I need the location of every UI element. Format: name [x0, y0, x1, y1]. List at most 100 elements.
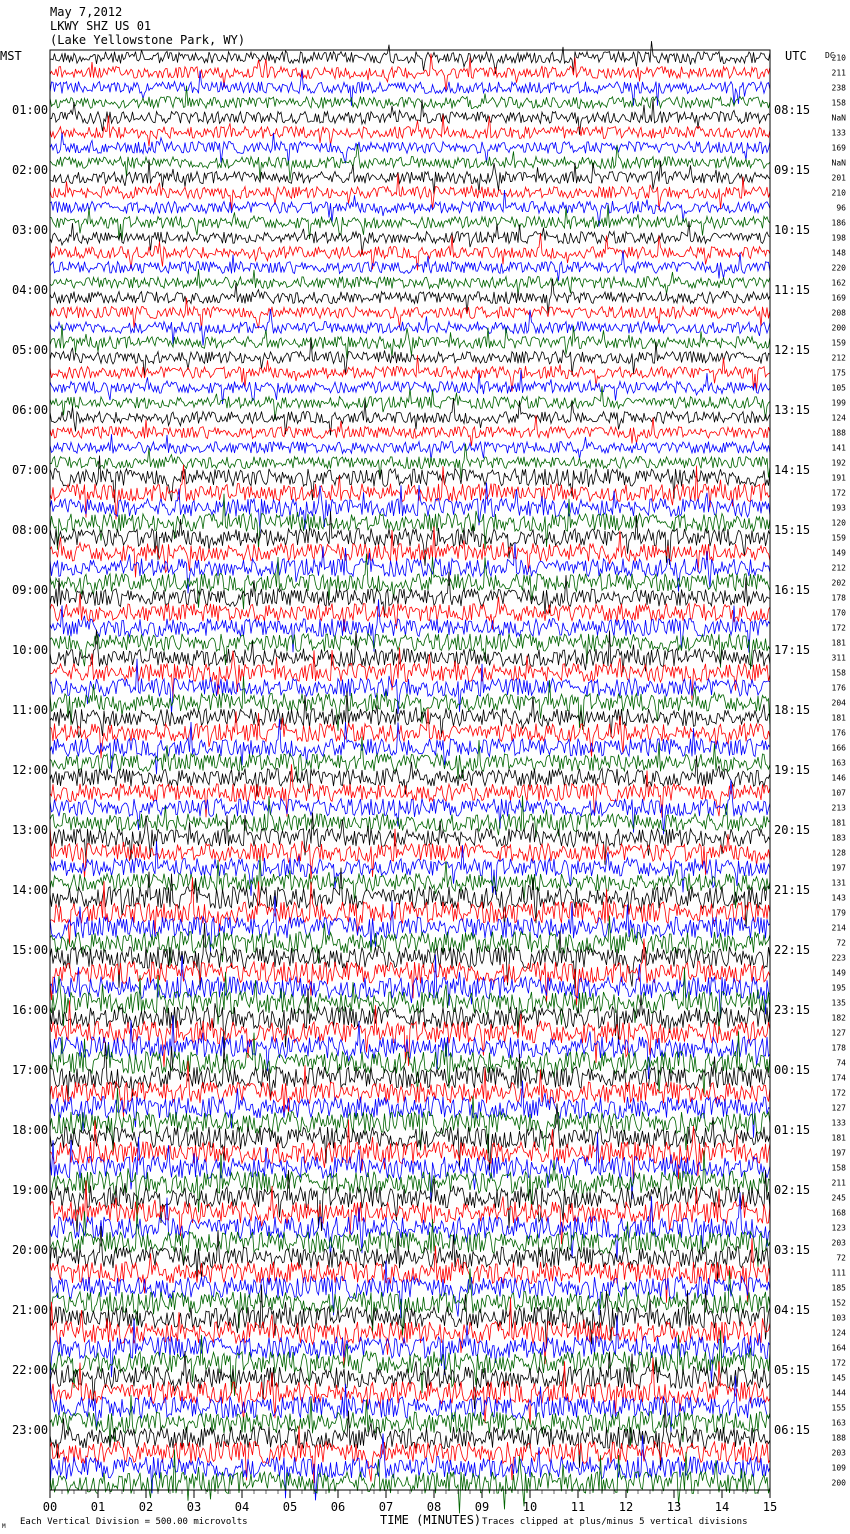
dc-offset-value: 172 — [832, 1359, 847, 1368]
dc-offset-value: 169 — [832, 294, 847, 303]
dc-offset-value: 127 — [832, 1104, 847, 1113]
trace-row — [49, 877, 771, 946]
utc-label: UTC — [785, 49, 807, 63]
x-axis-title: TIME (MINUTES) — [380, 1513, 481, 1527]
trace-row — [49, 1297, 771, 1366]
utc-hour-label: 20:15 — [774, 823, 810, 837]
dc-offset-value: 124 — [832, 414, 847, 423]
trace-row — [49, 736, 771, 783]
utc-hour-label: 14:15 — [774, 463, 810, 477]
trace-row — [49, 1402, 771, 1468]
trace-row — [49, 493, 771, 550]
dc-offset-value: 210 — [832, 189, 847, 198]
dc-offset-value: 183 — [832, 834, 847, 843]
trace-row — [49, 571, 771, 618]
trace-row — [49, 543, 771, 594]
dc-offset-value: NaN — [832, 114, 847, 123]
dc-offset-value: 72 — [836, 939, 846, 948]
utc-hour-label: 02:15 — [774, 1183, 810, 1197]
mst-hour-label: 18:00 — [12, 1123, 48, 1137]
x-tick-label: 03 — [187, 1500, 201, 1514]
trace-row — [49, 676, 771, 731]
dc-offset-value: 181 — [832, 1134, 847, 1143]
trace-row — [49, 482, 771, 533]
dc-offset-value: 152 — [832, 1299, 847, 1308]
dc-offset-value: 172 — [832, 624, 847, 633]
utc-hour-label: 12:15 — [774, 343, 810, 357]
trace-row — [49, 553, 771, 610]
dc-offset-value: 175 — [832, 369, 847, 378]
dc-offset-value: 210 — [832, 54, 847, 63]
trace-row — [49, 1350, 771, 1410]
trace-row — [49, 443, 771, 480]
trace-row — [49, 1132, 771, 1201]
dc-offset-value: 212 — [832, 564, 847, 573]
vertical-division-note: Each Vertical Division = 500.00 microvol… — [20, 1517, 248, 1527]
trace-row — [49, 779, 771, 835]
dc-offset-value: 181 — [832, 639, 847, 648]
trace-row — [49, 599, 771, 653]
dc-offset-value: 163 — [832, 1419, 847, 1428]
trace-row — [49, 250, 771, 281]
x-tick-label: 12 — [619, 1500, 633, 1514]
trace-row — [49, 795, 771, 838]
trace-row — [49, 308, 771, 346]
trace-row — [49, 1103, 771, 1171]
dc-offset-value: 193 — [832, 504, 847, 513]
dc-offset-value: 111 — [832, 1269, 847, 1278]
dc-offset-value: 164 — [832, 1344, 847, 1353]
trace-row — [49, 856, 771, 909]
dc-offset-value: 178 — [832, 1044, 847, 1053]
trace-row — [49, 1192, 771, 1261]
trace-layer — [49, 41, 771, 1514]
dc-offset-value: 133 — [832, 129, 847, 138]
trace-row — [49, 647, 771, 700]
dc-offset-value: 200 — [832, 1479, 847, 1488]
trace-row — [49, 324, 771, 360]
dc-offset-value: 186 — [832, 219, 847, 228]
dc-offset-value: 214 — [832, 924, 847, 933]
dc-offset-value: 311 — [832, 654, 847, 663]
trace-row — [49, 1330, 771, 1397]
dc-label: DC — [825, 51, 835, 60]
dc-offset-value: 143 — [832, 894, 847, 903]
dc-offset-value: 124 — [832, 1329, 847, 1338]
mst-hour-label: 11:00 — [12, 703, 48, 717]
trace-row — [49, 632, 771, 670]
utc-hour-label: 13:15 — [774, 403, 810, 417]
dc-offset-value: 163 — [832, 759, 847, 768]
dc-offset-value: 131 — [832, 879, 847, 888]
mst-hour-label: 10:00 — [12, 643, 48, 657]
dc-offset-value: 185 — [832, 1284, 847, 1293]
dc-offset-value: 188 — [832, 429, 847, 438]
trace-row — [49, 189, 771, 227]
trace-row — [49, 386, 771, 420]
trace-row — [49, 1225, 771, 1281]
dc-offset-value: 162 — [832, 279, 847, 288]
trace-row — [49, 70, 771, 106]
dc-offset-value: 223 — [832, 954, 847, 963]
x-tick-label: 08 — [427, 1500, 441, 1514]
trace-row — [49, 278, 771, 315]
utc-hour-label: 15:15 — [774, 523, 810, 537]
dc-offset-value: 120 — [832, 519, 847, 528]
dc-offset-value: 127 — [832, 1029, 847, 1038]
trace-row — [49, 1284, 771, 1349]
trace-row — [49, 1170, 771, 1233]
dc-offset-value: 159 — [832, 534, 847, 543]
dc-offset-value: 74 — [836, 1059, 846, 1068]
utc-hour-label: 21:15 — [774, 883, 810, 897]
dc-offset-value: 168 — [832, 1209, 847, 1218]
dc-offset-value: 155 — [832, 1404, 847, 1413]
trace-row — [49, 755, 771, 797]
dc-offset-value: 245 — [832, 1194, 847, 1203]
x-tick-label: 10 — [523, 1500, 537, 1514]
trace-row — [49, 841, 771, 896]
trace-row — [49, 658, 771, 714]
header-station: LKWY SHZ US 01 — [50, 19, 152, 33]
mst-hour-label: 06:00 — [12, 403, 48, 417]
mst-hour-label: 03:00 — [12, 223, 48, 237]
dc-offset-value: 192 — [832, 459, 847, 468]
x-tick-label: 05 — [283, 1500, 297, 1514]
x-tick-label: 14 — [715, 1500, 729, 1514]
